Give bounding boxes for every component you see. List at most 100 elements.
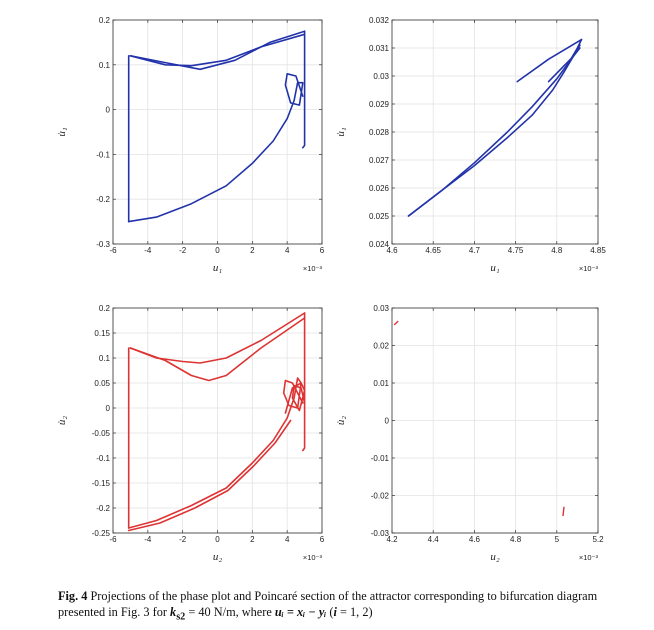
x-tick-label: 5: [555, 535, 560, 544]
poincare-point-cluster: [562, 506, 565, 517]
x-tick-label: 4.6: [386, 246, 398, 255]
trajectory-segment: [301, 30, 306, 149]
y-axis-label: u̇₁: [335, 127, 347, 137]
trajectory-segment: [284, 382, 306, 414]
y-tick-label: -0.01: [371, 454, 390, 463]
y-tick-label: 0.1: [99, 61, 111, 70]
trajectory-segment: [282, 377, 304, 419]
y-tick-label: 0.029: [369, 100, 390, 109]
y-tick-label: 0.028: [369, 128, 390, 137]
y-tick-label: 0.025: [369, 212, 390, 221]
caption-text-3: (: [326, 605, 334, 619]
y-tick-label: 0.031: [369, 44, 390, 53]
caption-text-2: = 40 N/m, where: [185, 605, 275, 619]
y-tick-label: 0.01: [373, 379, 389, 388]
caption-text-1: Projections of the phase plot and Poinca…: [58, 589, 598, 619]
y-tick-label: -0.1: [96, 150, 110, 159]
y-tick-label: -0.2: [96, 504, 110, 513]
x-tick-label: 4.6: [469, 535, 481, 544]
trajectory-segment: [301, 312, 306, 452]
y-tick-label: 0: [106, 106, 111, 115]
trajectory-segment: [284, 73, 304, 120]
trajectory-segment: [547, 47, 581, 83]
y-tick-label: 0.027: [369, 156, 390, 165]
y-tick-label: -0.15: [92, 479, 111, 488]
plot-frame: [391, 19, 599, 245]
x-tick-label: 4.4: [428, 535, 440, 544]
x-tick-label: 4.7: [469, 246, 481, 255]
y-tick-label: 0.2: [99, 16, 111, 25]
y-tick-label: 0.1: [99, 354, 111, 363]
x-tick-label: 2: [250, 246, 255, 255]
x-tick-label: -6: [109, 246, 117, 255]
y-tick-label: 0: [385, 417, 390, 426]
trajectory-segment: [407, 44, 581, 217]
x-tick-label: 4.8: [510, 535, 522, 544]
x-tick-label: -4: [144, 535, 152, 544]
x-tick-label: 6: [320, 535, 325, 544]
x-tick-label: -2: [179, 535, 187, 544]
y-tick-label: 0: [106, 404, 111, 413]
plot-frame: [112, 19, 323, 245]
caption-index: i: [333, 605, 337, 619]
trajectory-segment: [127, 419, 292, 532]
plot-u1-phase: -6 -4 -2 0 2 4 6 -0.3 -0.2 -0.1 0 0.1 0.2 u₁ u̇₁ ×10⁻³: [56, 16, 325, 274]
y-tick-label: 0.05: [94, 379, 110, 388]
y-tick-label: 0.024: [369, 240, 390, 249]
y-tick-label: 0.032: [369, 16, 390, 25]
x-multiplier-label: ×10⁻³: [303, 553, 323, 562]
x-axis-label: u₁: [213, 262, 223, 274]
x-tick-label: -6: [109, 535, 117, 544]
plot-frame: [391, 307, 599, 534]
y-tick-label: -0.1: [96, 454, 110, 463]
x-tick-label: 4.8: [551, 246, 563, 255]
trajectory-segment: [127, 117, 289, 223]
figure: -6 -4 -2 0 2 4 6-0.3-0.2-0.100.10.2u₁u̇₁×10⁻³ …: [56, 16, 606, 563]
y-tick-label: 0.026: [369, 184, 390, 193]
x-multiplier-label: ×10⁻³: [579, 553, 599, 562]
trajectory-segment: [129, 30, 306, 71]
trajectory-segment: [129, 33, 306, 67]
x-tick-label: -2: [179, 246, 187, 255]
x-tick-label: 4.85: [590, 246, 606, 255]
plot-u1-poincare: 4.6 4.65 4.7 4.75 4.8 4.85 0.024 0.025 0.026 0.02…: [335, 16, 606, 274]
y-tick-label: 0.03: [373, 72, 389, 81]
caption-fig-label: Fig. 4: [58, 589, 88, 603]
x-axis-label: u₂: [490, 551, 500, 563]
plot-u2-phase: -6 -4 -2 0 2 4 6 -0.25 -0.2 -0.15 -0.1 -0.05 0 0.05 0.…: [56, 304, 325, 563]
y-tick-label: 0.2: [99, 304, 111, 313]
y-axis-label: u̇₂: [335, 416, 347, 426]
x-tick-label: 4.65: [425, 246, 441, 255]
x-multiplier-label: ×10⁻³: [579, 264, 599, 273]
y-axis-label: u̇₁: [56, 127, 68, 137]
y-tick-label: -0.3: [96, 240, 110, 249]
y-tick-label: 0.15: [94, 329, 110, 338]
caption-param-sub: s2: [176, 611, 186, 623]
y-tick-label: -0.2: [96, 195, 110, 204]
x-multiplier-label: ×10⁻³: [303, 264, 323, 273]
x-tick-label: 4: [285, 246, 290, 255]
x-tick-label: 2: [250, 535, 255, 544]
x-axis-label: u₁: [490, 262, 500, 274]
trajectory-segment: [516, 38, 583, 83]
caption-formula: uᵢ = xᵢ − yᵢ: [274, 605, 327, 619]
x-tick-label: 6: [320, 246, 325, 255]
x-tick-label: -4: [144, 246, 152, 255]
x-axis-label: u₂: [213, 551, 223, 563]
poincare-point-cluster: [393, 320, 399, 326]
x-tick-label: 0: [215, 535, 220, 544]
y-tick-label: -0.25: [92, 529, 111, 538]
x-tick-label: 4.75: [508, 246, 524, 255]
x-tick-label: 4.2: [386, 535, 398, 544]
caption-text-4: = 1, 2): [336, 605, 373, 619]
plot-u2-poincare: 4.2 4.4 4.6 4.8 5 5.2 -0.03 -0.02 -0.01 0 0.01 0.02…: [335, 304, 604, 563]
x-tick-label: 5.2: [592, 535, 604, 544]
x-tick-label: 4: [285, 535, 290, 544]
y-axis-label: u̇₂: [56, 416, 68, 426]
y-tick-label: 0.03: [373, 304, 389, 313]
plot-frame: [112, 307, 323, 534]
y-tick-label: -0.02: [371, 492, 390, 501]
y-tick-label: -0.03: [371, 529, 390, 538]
figure-caption: Fig. 4 Projections of the phase plot and…: [58, 588, 618, 625]
y-tick-label: 0.02: [373, 342, 389, 351]
